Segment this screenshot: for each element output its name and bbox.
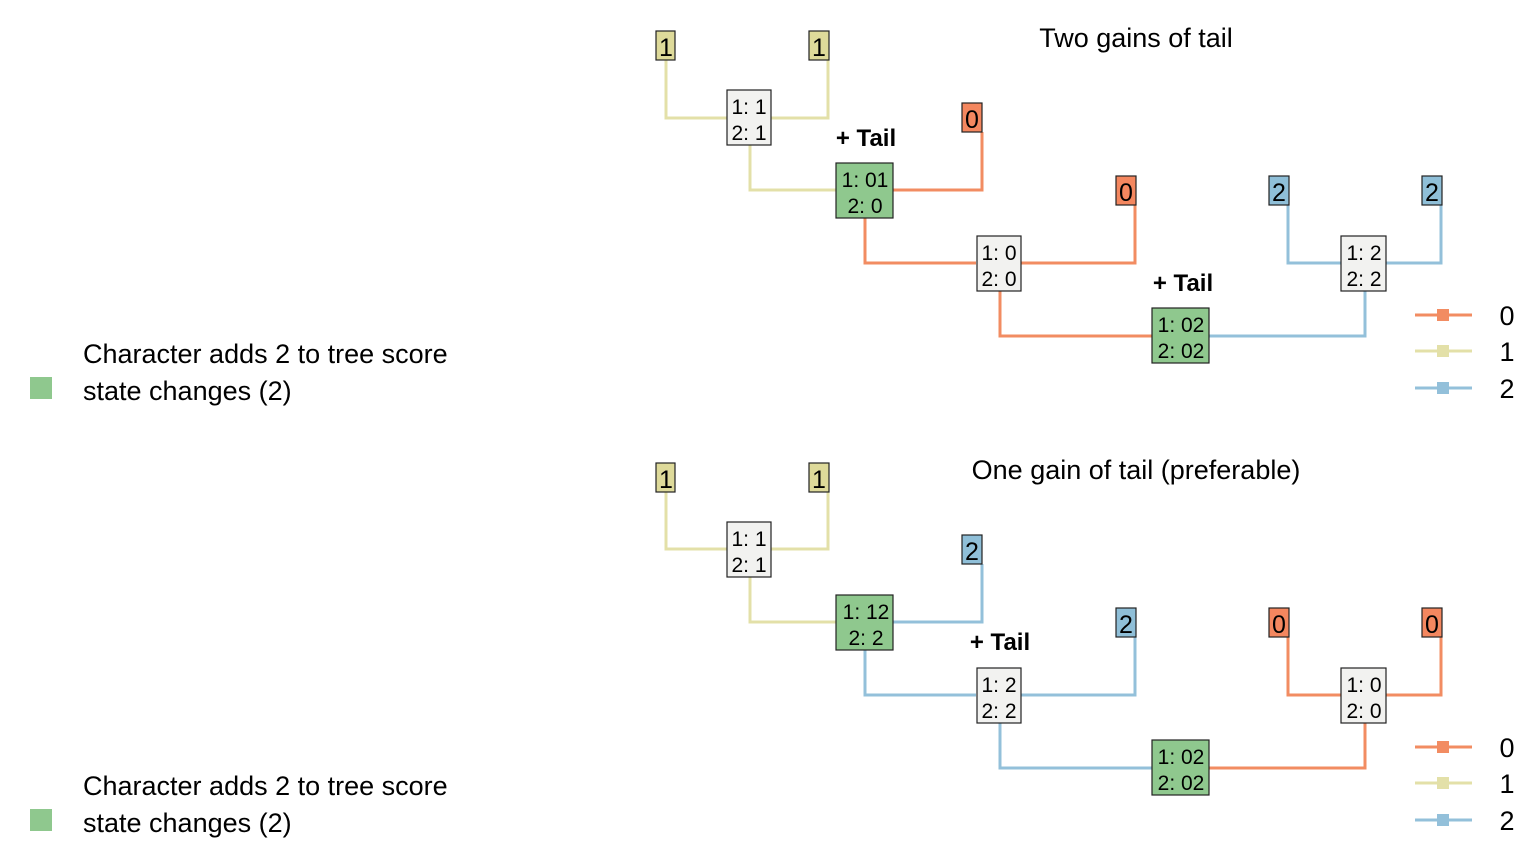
tip-label: 2 — [1115, 607, 1137, 639]
internal-node: 1: 0 2: 0 — [976, 235, 1022, 292]
node-line-1: 1: 01 — [842, 169, 889, 192]
legend-label: 1 — [1499, 769, 1514, 799]
caption-line-1: Character adds 2 to tree score — [83, 771, 448, 801]
tip-label-text: 1 — [659, 34, 673, 62]
edge — [998, 291, 1152, 338]
legend-label: 1 — [1499, 337, 1514, 367]
tip-label: 0 — [1115, 175, 1137, 207]
tip-label-text: 0 — [1425, 611, 1439, 639]
node-line-2: 2: 0 — [981, 268, 1016, 291]
panel-one-gain: One gain of tail (preferable) 1 1 2 — [30, 455, 1515, 838]
legend-label: 0 — [1499, 733, 1514, 763]
edge — [863, 218, 976, 265]
internal-node: 1: 2 2: 2 — [976, 667, 1022, 724]
caption-line-2: state changes (2) — [83, 808, 292, 838]
node-line-1: 1: 0 — [981, 242, 1016, 265]
node-line-1: 1: 0 — [1346, 674, 1381, 697]
tail-gain-annotation: + Tail — [836, 125, 896, 152]
caption-line-1: Character adds 2 to tree score — [83, 339, 448, 369]
tip-label: 0 — [1268, 607, 1290, 639]
internal-node-state-change: 1: 01 2: 0 — [835, 162, 894, 219]
legend-item-0: 0 — [1415, 733, 1515, 763]
edge — [1209, 723, 1367, 770]
internal-node: 1: 2 2: 2 — [1340, 235, 1387, 292]
legend-label: 2 — [1499, 806, 1514, 836]
node-line-2: 2: 02 — [1158, 340, 1205, 363]
node-line-2: 2: 0 — [847, 195, 882, 218]
panel-title: One gain of tail (preferable) — [972, 455, 1301, 485]
tip-label-text: 2 — [965, 538, 979, 566]
tip-label-text: 1 — [659, 466, 673, 494]
tip-label: 2 — [1268, 175, 1290, 207]
tip-label: 1 — [808, 462, 830, 494]
node-line-1: 1: 2 — [1346, 242, 1381, 265]
panel-title: Two gains of tail — [1039, 23, 1233, 53]
tip-label-text: 2 — [1272, 179, 1286, 207]
tip-label-text: 0 — [1119, 179, 1133, 207]
internal-node-state-change: 1: 12 2: 2 — [835, 594, 894, 651]
edge — [892, 132, 984, 192]
score-caption: Character adds 2 to tree score state cha… — [30, 771, 448, 838]
panel-two-gains: Two gains of tail 1 1 0 0 — [30, 23, 1515, 406]
tip-label-text: 2 — [1119, 611, 1133, 639]
tail-gain-annotation: + Tail — [1153, 270, 1213, 297]
tail-gain-annotation: + Tail — [970, 629, 1030, 656]
internal-node: 1: 1 2: 1 — [726, 521, 772, 578]
score-caption: Character adds 2 to tree score state cha… — [30, 339, 448, 406]
tip-label-text: 2 — [1425, 179, 1439, 207]
edge — [998, 723, 1152, 770]
tip-label-text: 1 — [812, 34, 826, 62]
node-line-1: 1: 1 — [731, 96, 766, 119]
internal-node-state-change: 1: 02 2: 02 — [1151, 739, 1210, 796]
node-line-1: 1: 12 — [843, 601, 890, 624]
legend: 0 1 2 — [1415, 733, 1515, 836]
edge — [748, 145, 836, 192]
state-change-swatch — [30, 809, 52, 831]
tip-label: 2 — [1421, 175, 1443, 207]
edge — [748, 577, 836, 624]
tree-edges — [664, 60, 1443, 338]
internal-node-state-change: 1: 02 2: 02 — [1151, 307, 1210, 364]
node-line-2: 2: 2 — [981, 700, 1016, 723]
legend-item-2: 2 — [1415, 374, 1515, 404]
legend-item-2: 2 — [1415, 806, 1515, 836]
node-line-2: 2: 2 — [848, 627, 883, 650]
tip-label-text: 1 — [812, 466, 826, 494]
legend-item-1: 1 — [1415, 337, 1515, 367]
node-line-1: 1: 02 — [1158, 314, 1205, 337]
edge — [1020, 637, 1137, 697]
node-line-2: 2: 1 — [731, 122, 766, 145]
edge — [1020, 205, 1137, 265]
node-line-2: 2: 1 — [731, 554, 766, 577]
internal-node: 1: 0 2: 0 — [1340, 667, 1387, 724]
legend: 0 1 2 — [1415, 301, 1515, 404]
tip-label: 2 — [961, 534, 983, 566]
internal-node: 1: 1 2: 1 — [726, 89, 772, 146]
tip-label: 1 — [655, 462, 676, 494]
node-line-2: 2: 2 — [1346, 268, 1381, 291]
node-line-1: 1: 02 — [1158, 746, 1205, 769]
legend-label: 0 — [1499, 301, 1514, 331]
node-line-1: 1: 1 — [731, 528, 766, 551]
node-line-2: 2: 02 — [1158, 772, 1205, 795]
tip-label: 1 — [808, 30, 830, 62]
caption-line-2: state changes (2) — [83, 376, 292, 406]
tip-label: 0 — [961, 102, 983, 134]
tip-label-text: 0 — [1272, 611, 1286, 639]
edge — [892, 564, 984, 624]
tree-edges — [664, 492, 1443, 770]
tip-label: 1 — [655, 30, 676, 62]
state-change-swatch — [30, 377, 52, 399]
legend-label: 2 — [1499, 374, 1514, 404]
tip-label-text: 0 — [965, 106, 979, 134]
edge — [863, 650, 976, 697]
edge — [1209, 291, 1367, 338]
legend-item-0: 0 — [1415, 301, 1515, 331]
node-line-2: 2: 0 — [1346, 700, 1381, 723]
tip-label: 0 — [1421, 607, 1443, 639]
node-line-1: 1: 2 — [981, 674, 1016, 697]
legend-item-1: 1 — [1415, 769, 1515, 799]
